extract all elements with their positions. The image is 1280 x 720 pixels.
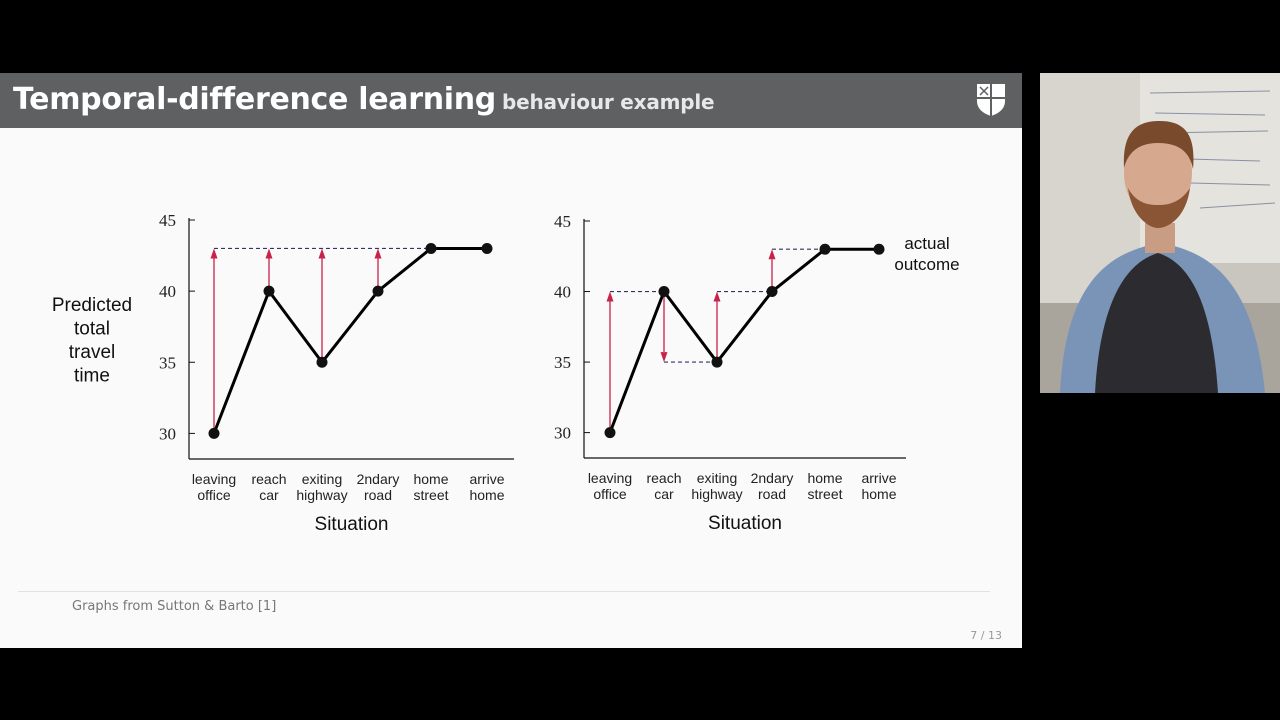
charts-area: 30 35 40 45 leaving office reach car exiting high…: [52, 211, 960, 535]
right-chart-x-tick-label-4: home street: [807, 470, 842, 502]
left-chart-arrow-3-head: [374, 248, 382, 259]
right-chart-arrow-2-head: [713, 291, 721, 302]
right-chart-point-0: [604, 427, 616, 439]
left-chart-x-axis-label: Situation: [315, 514, 389, 535]
right-chart-y-tick-label-40: 40: [554, 283, 571, 302]
right-chart-x-tick-label-2: exiting highway: [691, 470, 742, 502]
right-chart-annotation: actual outcome: [894, 234, 959, 274]
right-chart-point-4: [819, 243, 831, 255]
left-chart-x-tick-label-0: leaving office: [192, 471, 236, 503]
left-chart-point-4: [425, 242, 437, 254]
left-chart-point-0: [208, 427, 220, 439]
footer-divider: [18, 591, 990, 592]
left-chart-point-1: [263, 285, 275, 297]
right-chart-point-3: [766, 286, 778, 298]
left-chart-x-tick-label-2: exiting highway: [296, 471, 347, 503]
left-chart-point-2: [316, 356, 328, 368]
footer-source-note: Graphs from Sutton & Barto [1]: [72, 599, 277, 614]
slide-title: Temporal-difference learning behaviour ex…: [13, 82, 715, 117]
right-chart-x-tick-label-1: reach car: [646, 470, 681, 502]
chart-left: 30 35 40 45 leaving office reach car exiting high…: [52, 211, 514, 535]
left-chart-point-5: [481, 242, 493, 254]
slide-header: Temporal-difference learning behaviour ex…: [0, 73, 1022, 128]
right-chart-arrow-1-head: [660, 352, 668, 363]
left-chart-x-tick-label-3: 2ndary road: [357, 471, 400, 503]
right-chart-y-tick-label-35: 35: [554, 353, 571, 372]
slide-title-text: Temporal-difference learning: [13, 82, 496, 117]
left-chart-arrow-0-head: [210, 248, 218, 259]
left-chart-arrow-1-head: [265, 248, 273, 259]
left-chart-y-axis-label: Predicted total travel time: [52, 295, 132, 387]
presenter-video-frame: [1040, 73, 1280, 393]
right-chart-y-tick-label-45: 45: [554, 212, 571, 231]
left-chart-y-tick-label-40: 40: [159, 282, 176, 301]
left-chart-y-tick-label-35: 35: [159, 353, 176, 372]
right-chart-x-tick-label-3: 2ndary road: [751, 470, 794, 502]
left-chart-point-3: [372, 285, 384, 297]
slide: Temporal-difference learning behaviour ex…: [0, 73, 1022, 648]
left-chart-x-tick-label-4: home street: [413, 471, 448, 503]
left-chart-arrow-2-head: [318, 248, 326, 259]
right-chart-point-1: [658, 286, 670, 298]
university-crest-icon: [977, 84, 1005, 116]
right-chart-point-5: [873, 243, 885, 255]
right-chart-point-2: [711, 356, 723, 368]
left-chart-x-tick-label-5: arrive home: [469, 471, 504, 503]
right-chart-y-tick-label-30: 30: [554, 424, 571, 443]
left-chart-y-tick-label-45: 45: [159, 211, 176, 230]
chart-right: 30 35 40 45 leaving office reach car exiting high…: [554, 212, 960, 534]
right-chart-x-tick-label-0: leaving office: [588, 470, 632, 502]
page-number: 7 / 13: [970, 629, 1002, 642]
left-chart-y-tick-label-30: 30: [159, 424, 176, 443]
right-chart-x-axis-label: Situation: [708, 513, 782, 534]
left-chart-x-tick-label-1: reach car: [251, 471, 286, 503]
presenter-webcam: [1040, 73, 1280, 393]
slide-subtitle: behaviour example: [501, 90, 715, 114]
left-chart-series-line: [212, 246, 487, 434]
right-chart-x-tick-label-5: arrive home: [861, 470, 896, 502]
right-chart-series-line: [608, 247, 879, 434]
right-chart-arrow-0-head: [606, 291, 614, 302]
right-chart-arrow-3-head: [768, 249, 776, 260]
